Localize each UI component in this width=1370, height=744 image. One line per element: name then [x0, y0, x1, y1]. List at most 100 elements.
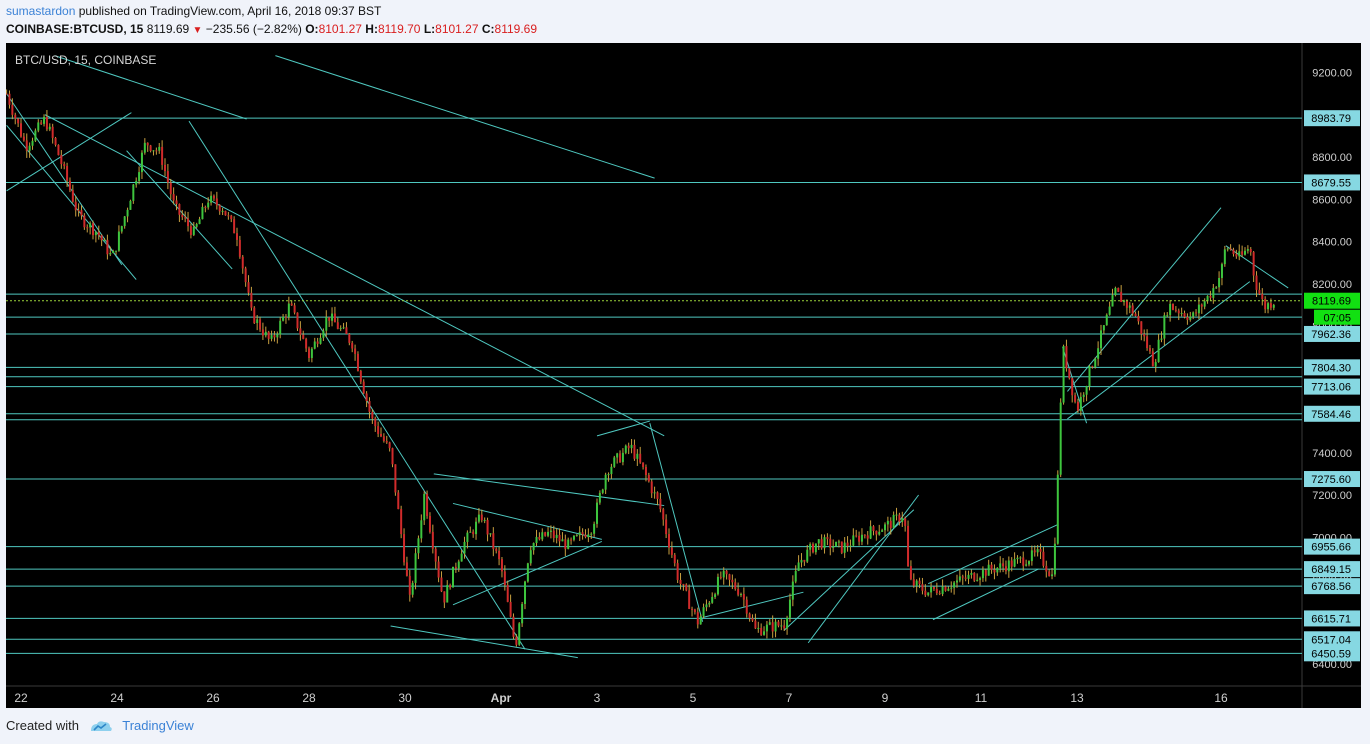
candle-body — [155, 150, 158, 152]
candle-body — [92, 223, 94, 236]
candle-body — [492, 533, 495, 549]
candle-body — [1059, 402, 1062, 475]
candle-body — [6, 93, 8, 95]
candle-body — [1186, 316, 1189, 320]
candle-body — [356, 353, 359, 371]
candle-body — [1100, 330, 1102, 349]
candle-body — [791, 581, 794, 600]
candle-body — [621, 452, 624, 463]
candle-body — [1148, 348, 1151, 352]
candle-body — [644, 466, 647, 475]
candle-body — [308, 348, 310, 358]
candle-body — [43, 116, 46, 124]
candle-body — [524, 581, 526, 604]
footer: Created with TradingView — [6, 718, 194, 733]
candle-body — [354, 348, 357, 354]
trend-line — [1067, 207, 1222, 392]
candle-body — [532, 543, 535, 551]
candle-body — [1074, 395, 1077, 402]
candle-body — [164, 164, 166, 172]
candle-body — [935, 588, 938, 594]
candle-body — [863, 534, 866, 536]
author-link[interactable]: sumastardon — [6, 4, 76, 18]
candle-body — [869, 526, 872, 539]
close-label: C: — [481, 22, 495, 36]
candle-body — [385, 440, 388, 443]
x-tick-label: Apr — [491, 691, 512, 705]
candle-body — [100, 235, 103, 241]
candle-body — [66, 166, 69, 181]
candle-body — [699, 616, 702, 625]
candle-body — [1102, 325, 1105, 331]
candle-body — [397, 492, 400, 510]
candle-body — [547, 531, 550, 536]
candle-body — [653, 492, 656, 494]
candle-body — [1166, 315, 1169, 317]
level-label-box — [1304, 578, 1360, 595]
candle-body — [1218, 277, 1221, 288]
candle-body — [956, 580, 958, 583]
candle-body — [253, 307, 256, 324]
tradingview-link[interactable]: TradingView — [122, 718, 194, 733]
candle-body — [457, 561, 460, 569]
candle-body — [449, 584, 452, 588]
open-value: 8101.27 — [318, 22, 362, 36]
candle-body — [31, 140, 34, 146]
candle-body — [708, 602, 711, 605]
trend-line — [932, 568, 1039, 621]
candle-body — [210, 195, 213, 203]
price-change: −235.56 (−2.82%) — [205, 22, 302, 36]
candle-body — [578, 532, 581, 536]
level-label-box — [1304, 405, 1360, 422]
candle-body — [840, 541, 843, 553]
candle-body — [244, 268, 247, 283]
level-label: 7962.36 — [1311, 329, 1351, 341]
candle-body — [97, 232, 100, 236]
candle-body — [990, 564, 993, 570]
candle-body — [25, 140, 28, 151]
candle-body — [411, 582, 414, 595]
candle-body — [711, 596, 714, 603]
level-label: 6517.04 — [1311, 634, 1351, 646]
last-price-badge — [1304, 292, 1360, 309]
candle-body — [823, 537, 826, 549]
candle-body — [616, 453, 619, 458]
candle-body — [230, 215, 233, 220]
candle-body — [601, 489, 604, 493]
candle-body — [342, 327, 345, 329]
candle-body — [803, 559, 806, 562]
candle-body — [94, 232, 97, 236]
candle-body — [14, 114, 17, 119]
candle-body — [259, 319, 262, 330]
trend-line — [452, 502, 602, 540]
candle-body — [336, 322, 339, 329]
candle-body — [740, 594, 742, 596]
candle-body — [380, 433, 382, 437]
level-label: 6615.71 — [1311, 613, 1351, 625]
level-label: 8679.55 — [1311, 177, 1351, 189]
candle-body — [198, 219, 201, 225]
candle-body — [408, 575, 411, 595]
price-chart[interactable]: 6400.006600.006800.007000.007200.007400.… — [6, 43, 1361, 708]
candle-body — [305, 338, 308, 349]
candle-body — [1246, 249, 1249, 251]
candle-body — [509, 601, 512, 617]
x-tick-label: 26 — [206, 691, 220, 705]
published-text: published on TradingView.com, April 16, … — [78, 4, 382, 18]
candle-body — [682, 584, 685, 586]
candle-body — [1079, 396, 1082, 411]
candle-body — [938, 593, 941, 595]
candle-body — [737, 589, 740, 595]
candle-body — [414, 553, 417, 583]
candle-body — [987, 564, 990, 576]
candle-body — [734, 582, 737, 590]
candle-body — [1030, 550, 1033, 562]
candle-body — [325, 317, 328, 331]
candle-body — [394, 464, 397, 493]
candle-body — [875, 530, 878, 535]
trend-line — [6, 124, 137, 280]
candle-body — [636, 453, 639, 459]
candle-body — [201, 206, 204, 220]
chart-area[interactable]: 6400.006600.006800.007000.007200.007400.… — [6, 43, 1361, 708]
candle-body — [1120, 291, 1123, 303]
